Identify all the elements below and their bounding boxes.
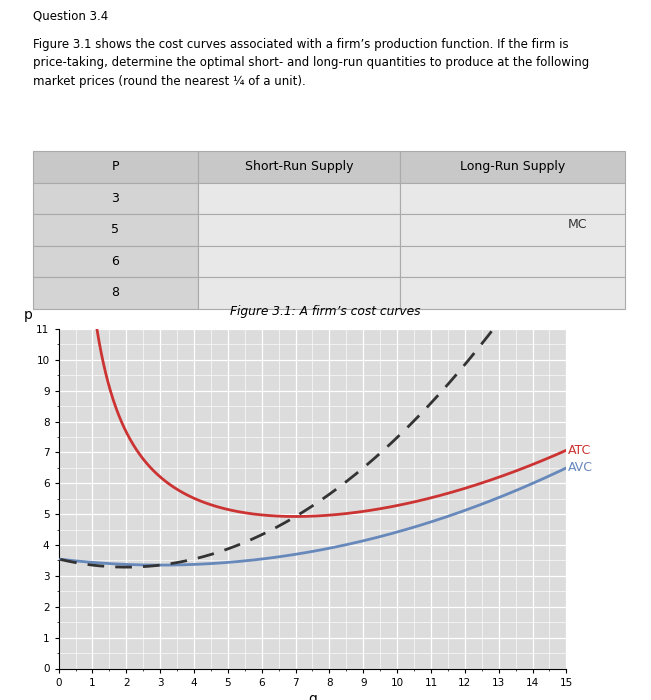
Text: Question 3.4: Question 3.4 — [33, 10, 108, 22]
Bar — [400, 246, 625, 277]
Text: MC: MC — [568, 218, 588, 231]
Bar — [400, 151, 625, 183]
X-axis label: q: q — [308, 692, 317, 700]
Bar — [199, 277, 400, 309]
Bar — [400, 214, 625, 246]
Bar — [33, 277, 199, 309]
Bar — [33, 246, 199, 277]
Text: AVC: AVC — [568, 461, 593, 475]
Text: Figure 3.1: A firm’s cost curves: Figure 3.1: A firm’s cost curves — [230, 305, 421, 318]
Text: 5: 5 — [111, 223, 120, 237]
Bar — [199, 183, 400, 214]
Bar — [400, 277, 625, 309]
Bar — [199, 214, 400, 246]
Bar — [33, 151, 199, 183]
Text: P: P — [112, 160, 119, 174]
Bar — [199, 246, 400, 277]
Bar — [33, 183, 199, 214]
Text: 8: 8 — [111, 286, 120, 300]
Bar — [33, 214, 199, 246]
Y-axis label: p: p — [23, 308, 33, 322]
Bar — [199, 151, 400, 183]
Bar — [400, 183, 625, 214]
Text: ATC: ATC — [568, 444, 591, 456]
Text: 6: 6 — [111, 255, 119, 268]
Text: 3: 3 — [111, 192, 119, 205]
Text: Short-Run Supply: Short-Run Supply — [245, 160, 353, 174]
Text: Figure 3.1 shows the cost curves associated with a firm’s production function. I: Figure 3.1 shows the cost curves associa… — [33, 38, 589, 88]
Text: Long-Run Supply: Long-Run Supply — [460, 160, 565, 174]
